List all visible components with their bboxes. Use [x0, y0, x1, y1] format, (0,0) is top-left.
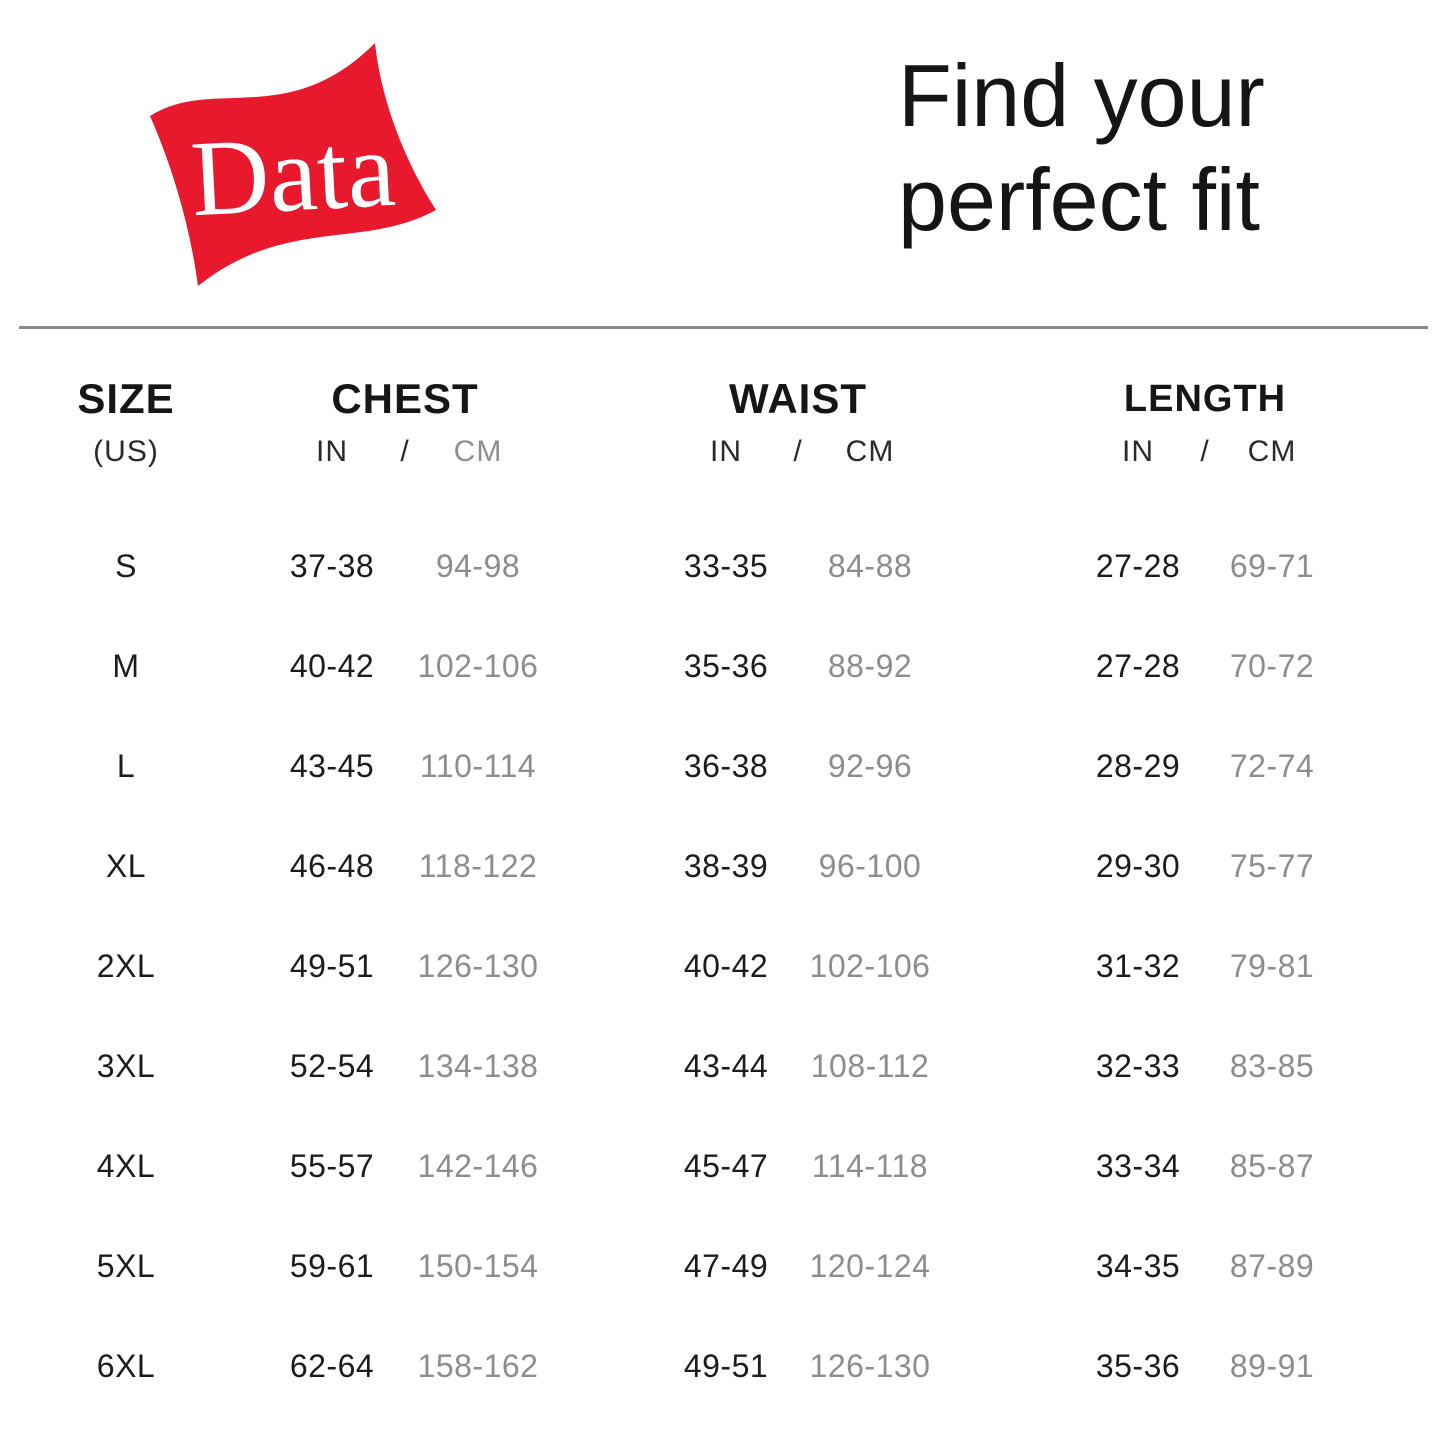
- size-value: 6XL: [96, 1347, 156, 1384]
- brand-logo: Data: [138, 38, 458, 303]
- table-row: M 40-42 102-106 35-36 88-92 27-28 70-72: [0, 616, 1445, 716]
- chest-cm-value: 134-138: [417, 1047, 539, 1084]
- size-value: 5XL: [96, 1247, 156, 1284]
- chest-in-label: IN: [316, 435, 348, 468]
- table-row: 4XL 55-57 142-146 45-47 114-118 33-34 85…: [0, 1116, 1445, 1216]
- chest-cm-value: 118-122: [418, 847, 538, 884]
- length-cm-value: 87-89: [1229, 1247, 1315, 1284]
- chest-cm-label: CM: [453, 435, 503, 468]
- length-in-value: 29-30: [1095, 847, 1181, 884]
- waist-cm-label: CM: [845, 435, 895, 468]
- length-in-value: 27-28: [1095, 647, 1181, 684]
- length-in-value: 31-32: [1095, 947, 1181, 984]
- length-cm-value: 85-87: [1229, 1147, 1315, 1184]
- chest-in-value: 40-42: [289, 647, 375, 684]
- size-value: S: [115, 547, 137, 584]
- waist-in-value: 49-51: [683, 1347, 769, 1384]
- waist-cm-value: 88-92: [827, 647, 913, 684]
- waist-in-value: 43-44: [683, 1047, 769, 1084]
- waist-in-value: 40-42: [683, 947, 769, 984]
- length-in-label: IN: [1122, 435, 1154, 468]
- chest-in-value: 55-57: [289, 1147, 375, 1184]
- length-cm-value: 79-81: [1229, 947, 1315, 984]
- page-title-line1: Find your: [898, 46, 1265, 145]
- waist-cm-value: 114-118: [811, 1147, 929, 1184]
- table-body: S 37-38 94-98 33-35 84-88 27-28 69-71 M …: [0, 516, 1445, 1416]
- page-title: Find your perfect fit: [898, 44, 1265, 252]
- length-cm-value: 89-91: [1229, 1347, 1315, 1384]
- chest-in-value: 49-51: [289, 947, 375, 984]
- waist-in-value: 38-39: [683, 847, 769, 884]
- waist-cm-value: 84-88: [827, 547, 913, 584]
- length-cm-value: 70-72: [1229, 647, 1315, 684]
- length-header: LENGTH: [1123, 377, 1287, 420]
- table-row: L 43-45 110-114 36-38 92-96 28-29 72-74: [0, 716, 1445, 816]
- length-cm-label: CM: [1247, 435, 1297, 468]
- waist-in-value: 35-36: [683, 647, 769, 684]
- waist-cm-value: 126-130: [809, 1347, 931, 1384]
- brand-logo-text: Data: [188, 110, 398, 240]
- chest-cm-value: 158-162: [417, 1347, 539, 1384]
- length-in-value: 34-35: [1095, 1247, 1181, 1284]
- size-table: SIZE CHEST WAIST LENGTH (US) IN / CM IN …: [0, 370, 1445, 1416]
- waist-cm-value: 120-124: [809, 1247, 931, 1284]
- waist-cm-value: 96-100: [818, 847, 922, 884]
- length-cm-value: 75-77: [1229, 847, 1315, 884]
- chest-in-value: 59-61: [289, 1247, 375, 1284]
- table-row: S 37-38 94-98 33-35 84-88 27-28 69-71: [0, 516, 1445, 616]
- size-value: L: [116, 747, 136, 784]
- chest-in-value: 52-54: [289, 1047, 375, 1084]
- size-value: 4XL: [96, 1147, 156, 1184]
- length-cm-value: 69-71: [1229, 547, 1315, 584]
- chest-cm-value: 150-154: [417, 1247, 539, 1284]
- header-divider: [19, 326, 1428, 329]
- size-header: SIZE: [77, 375, 175, 422]
- size-value: 2XL: [96, 947, 156, 984]
- size-value: XL: [105, 847, 147, 884]
- size-unit-label: (US): [93, 435, 159, 468]
- chest-header: CHEST: [331, 375, 479, 422]
- size-value: 3XL: [96, 1047, 156, 1084]
- waist-header: WAIST: [729, 375, 867, 422]
- length-in-value: 35-36: [1095, 1347, 1181, 1384]
- chest-cm-value: 142-146: [417, 1147, 539, 1184]
- table-row: 2XL 49-51 126-130 40-42 102-106 31-32 79…: [0, 916, 1445, 1016]
- chest-cm-value: 94-98: [435, 547, 521, 584]
- table-header-row: SIZE CHEST WAIST LENGTH: [0, 370, 1445, 428]
- flag-shape: [150, 43, 436, 286]
- length-cm-value: 72-74: [1229, 747, 1315, 784]
- length-cm-value: 83-85: [1229, 1047, 1315, 1084]
- chest-cm-value: 126-130: [417, 947, 539, 984]
- table-row: 6XL 62-64 158-162 49-51 126-130 35-36 89…: [0, 1316, 1445, 1416]
- waist-in-value: 36-38: [683, 747, 769, 784]
- chest-in-value: 37-38: [289, 547, 375, 584]
- waist-in-value: 45-47: [683, 1147, 769, 1184]
- size-value: M: [112, 647, 140, 684]
- length-in-value: 32-33: [1095, 1047, 1181, 1084]
- waist-cm-value: 92-96: [827, 747, 913, 784]
- flag-icon: Data: [150, 43, 436, 286]
- waist-in-value: 33-35: [683, 547, 769, 584]
- chest-in-value: 46-48: [289, 847, 375, 884]
- chest-cm-value: 110-114: [419, 747, 537, 784]
- table-row: 5XL 59-61 150-154 47-49 120-124 34-35 87…: [0, 1216, 1445, 1316]
- waist-cm-value: 102-106: [809, 947, 931, 984]
- waist-in-value: 47-49: [683, 1247, 769, 1284]
- chest-slash: /: [400, 435, 410, 468]
- length-slash: /: [1200, 435, 1210, 468]
- chest-in-value: 43-45: [289, 747, 375, 784]
- table-row: 3XL 52-54 134-138 43-44 108-112 32-33 83…: [0, 1016, 1445, 1116]
- chest-cm-value: 102-106: [417, 647, 539, 684]
- table-row: XL 46-48 118-122 38-39 96-100 29-30 75-7…: [0, 816, 1445, 916]
- chest-in-value: 62-64: [289, 1347, 375, 1384]
- length-in-value: 27-28: [1095, 547, 1181, 584]
- waist-in-label: IN: [710, 435, 742, 468]
- waist-slash: /: [793, 435, 803, 468]
- table-subheader-row: (US) IN / CM IN / CM IN / CM: [0, 428, 1445, 476]
- length-in-value: 33-34: [1095, 1147, 1181, 1184]
- waist-cm-value: 108-112: [810, 1047, 930, 1084]
- page-title-line2: perfect fit: [898, 150, 1260, 249]
- length-in-value: 28-29: [1095, 747, 1181, 784]
